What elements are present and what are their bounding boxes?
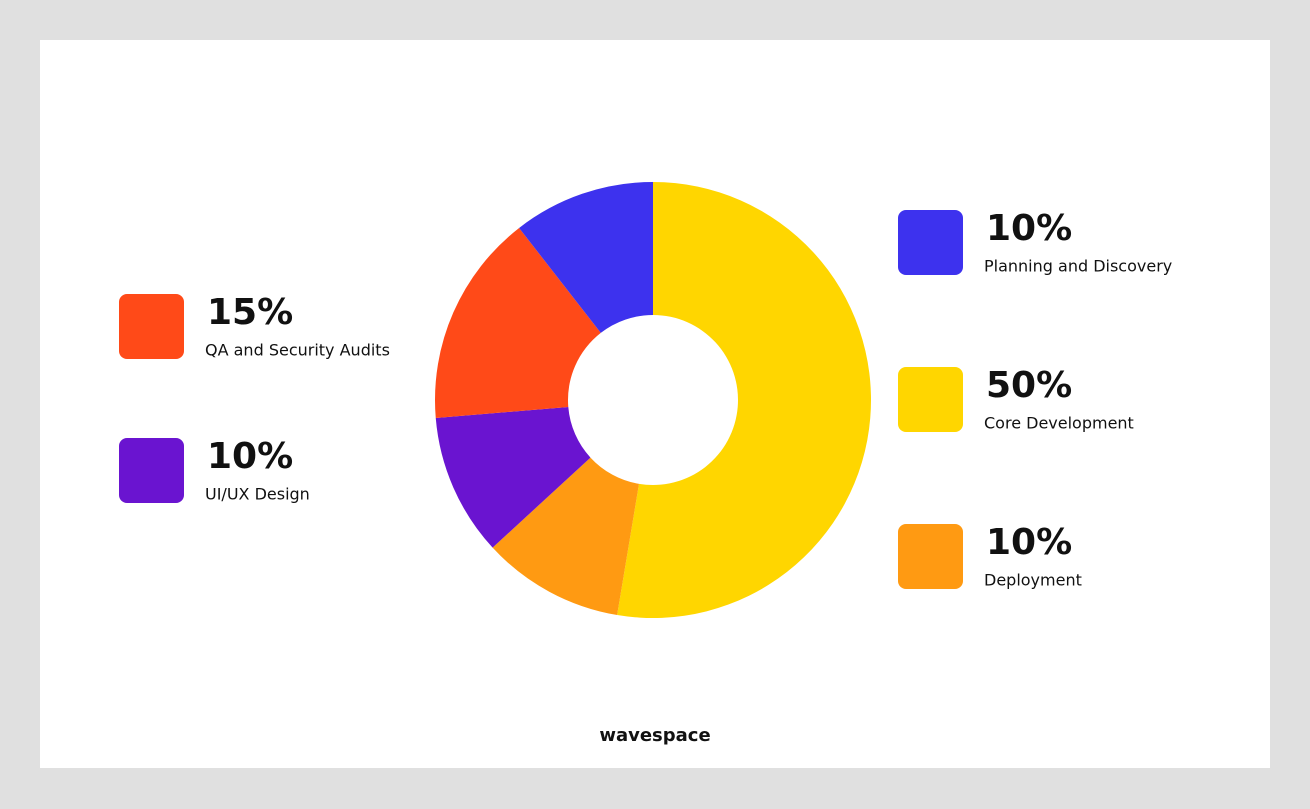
slice xyxy=(492,457,640,616)
slice xyxy=(519,182,653,333)
legend-value: 10% xyxy=(986,208,1072,249)
legend-label: Planning and Discovery xyxy=(984,257,1172,276)
brand: wavespace xyxy=(599,725,710,746)
slice xyxy=(434,227,601,419)
slice xyxy=(435,407,591,548)
slice xyxy=(617,182,871,618)
legend-swatch xyxy=(119,438,184,503)
legend-swatch xyxy=(898,367,963,432)
legend-swatch xyxy=(898,524,963,589)
legend-value: 50% xyxy=(986,365,1072,406)
legend-swatch xyxy=(119,294,184,359)
legend-label: UI/UX Design xyxy=(205,485,310,504)
legend-value: 10% xyxy=(207,436,293,477)
legend-swatch xyxy=(898,210,963,275)
legend-label: QA and Security Audits xyxy=(205,341,390,360)
legend-label: Core Development xyxy=(984,414,1134,433)
legend-value: 10% xyxy=(986,522,1072,563)
legend-value: 15% xyxy=(207,292,293,333)
card xyxy=(40,40,1270,768)
legend-label: Deployment xyxy=(984,571,1082,590)
